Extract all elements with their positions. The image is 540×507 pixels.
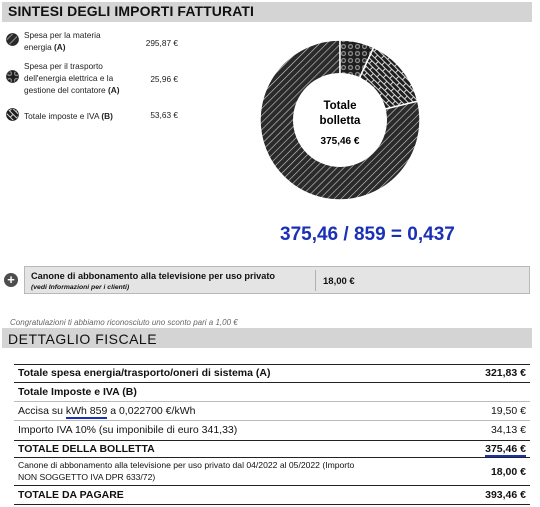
divider — [14, 382, 530, 383]
canone-tv-box: Canone di abbonamento alla televisione p… — [24, 266, 530, 294]
accisa-suffix: a 0,022700 €/kWh — [107, 405, 196, 417]
row-iva-label: Importo IVA 10% (su imponibile di euro 3… — [18, 424, 238, 436]
legend-imposte-value: 53,63 € — [150, 110, 178, 120]
expand-canone-plus-icon[interactable]: + — [4, 273, 18, 287]
legend-materia-line1: Spesa per la materia — [24, 30, 101, 40]
legend-trasporto-tag: (A) — [107, 85, 120, 95]
legend-materia-line2: energia — [24, 42, 54, 52]
formula-annotation: 375,46 / 859 = 0,437 — [280, 224, 455, 245]
divider — [14, 401, 530, 402]
legend-trasporto-line3: gestione del contatore — [24, 85, 108, 95]
legend-trasporto-line2: dell'energia elettrica e la — [24, 73, 114, 83]
trasporto-pattern-icon — [6, 70, 19, 83]
legend-materia-tag: (A) — [53, 42, 66, 52]
legend-imposte-tag: (B) — [101, 111, 113, 121]
canone-divider — [315, 270, 316, 291]
totale-bolletta-donut-chart: Totale bolletta 375,46 € — [259, 39, 421, 201]
imposte-iva-pattern-icon — [6, 108, 19, 121]
donut-center-line2: bolletta — [320, 115, 361, 127]
legend-trasporto-value: 25,96 € — [150, 74, 178, 84]
totale-bolletta-value-highlight: 375,46 € — [485, 443, 526, 457]
row-totale-pagare-label: TOTALE DA PAGARE — [18, 489, 124, 501]
row-canone-detail-value: 18,00 € — [490, 466, 526, 478]
divider — [14, 485, 530, 486]
row-spesa-value: 321,83 € — [485, 367, 526, 379]
canone-detail-line1: Canone di abbonamento alla televisione p… — [18, 460, 355, 470]
row-accisa-label: Accisa su kWh 859 a 0,022700 €/kWh — [18, 405, 196, 419]
legend-trasporto-line1: Spesa per il trasporto — [24, 61, 103, 71]
legend-materia-energia: Spesa per la materia energia (A) — [24, 29, 101, 53]
donut-center-value: 375,46 € — [321, 136, 360, 147]
row-totale-bolletta-label: TOTALE DELLA BOLLETTA — [18, 443, 155, 455]
legend-imposte-line1: Totale imposte e IVA — [24, 111, 102, 121]
row-totale-bolletta-value: 375,46 € — [406, 443, 526, 457]
divider — [14, 420, 530, 421]
dettaglio-title: DETTAGLIO FISCALE — [8, 331, 158, 347]
materia-energia-pattern-icon — [6, 33, 19, 46]
divider — [14, 364, 530, 365]
legend-trasporto: Spesa per il trasporto dell'energia elet… — [24, 60, 119, 96]
legend-imposte: Totale imposte e IVA (B) — [24, 110, 113, 122]
row-imposte-label: Totale Imposte e IVA (B) — [18, 386, 137, 398]
row-accisa-value: 19,50 € — [490, 405, 526, 417]
canone-info-link[interactable]: (vedi Informazioni per i clienti) — [31, 284, 130, 291]
divider — [14, 457, 530, 458]
row-iva-value: 34,13 € — [490, 424, 526, 436]
row-totale-pagare-value: 393,46 € — [485, 489, 526, 501]
row-spesa-label: Totale spesa energia/trasporto/oneri di … — [18, 367, 271, 379]
canone-value: 18,00 € — [323, 276, 355, 287]
divider — [14, 504, 530, 505]
canone-title: Canone di abbonamento alla televisione p… — [31, 271, 276, 281]
divider — [14, 440, 530, 441]
accisa-kwh-highlight: kWh 859 — [65, 405, 108, 419]
row-canone-detail-label: Canone di abbonamento alla televisione p… — [18, 459, 354, 483]
accisa-prefix: Accisa su — [18, 405, 66, 417]
donut-hole — [293, 73, 387, 167]
discount-note: Congratulazioni ti abbiamo riconosciuto … — [10, 318, 238, 327]
donut-center-line1: Totale — [323, 100, 356, 112]
legend-materia-value: 295,87 € — [145, 38, 178, 48]
sintesi-header — [2, 2, 532, 22]
sintesi-title: SINTESI DEGLI IMPORTI FATTURATI — [8, 3, 255, 19]
dettaglio-header — [2, 328, 532, 348]
canone-detail-line2: NON SOGGETTO IVA DPR 633/72) — [18, 472, 156, 482]
